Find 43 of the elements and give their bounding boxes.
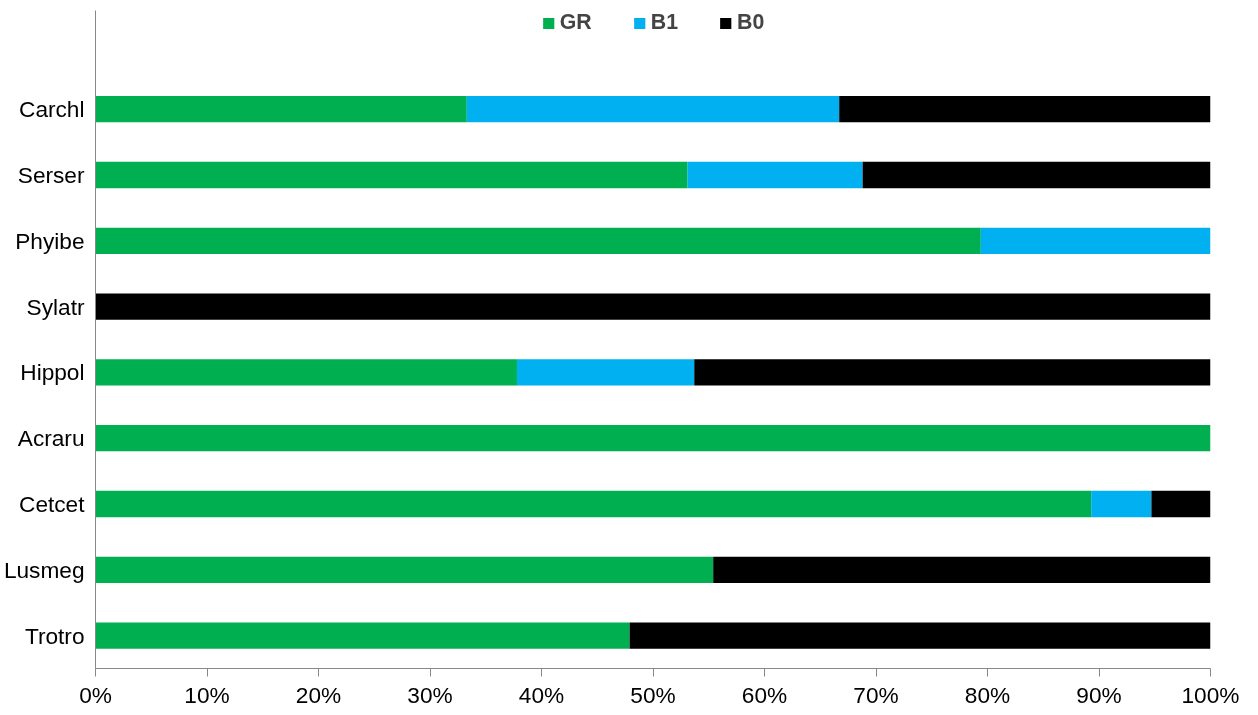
bar [980,227,1211,254]
bar [694,359,1211,386]
bar [839,96,1211,123]
bar [95,227,981,254]
bar [1091,490,1152,518]
x-tick-label: 20% [295,681,342,708]
y-tick-label: Trotro [24,622,85,649]
y-tick-label: Lusmeg [3,556,85,583]
y-tick-label: Sylatr [26,293,85,320]
bar [95,359,517,386]
bar [95,161,688,189]
x-tick-label: 50% [630,681,676,708]
x-tick-label: 70% [853,681,899,708]
bar [862,161,1211,189]
bar [466,96,840,123]
legend-label: B1 [650,10,678,35]
y-tick-label: Acraru [17,425,85,452]
x-tick-label: 60% [741,681,788,708]
bar [95,556,714,583]
legend-label: GR [559,10,592,35]
bar [629,622,1211,649]
x-tick-label: 10% [184,681,230,708]
bar [516,359,695,386]
x-tick-label: 40% [518,681,565,708]
bar [95,96,467,123]
bar [713,556,1211,583]
bar [95,622,630,649]
x-tick-label: 0% [79,681,112,708]
x-tick-label: 30% [407,681,453,708]
x-tick-label: 90% [1076,681,1122,708]
bar [1151,490,1211,518]
y-tick-label: Serser [17,162,85,188]
bar [95,425,1211,452]
y-tick-label: Hippol [20,359,85,386]
bar [95,490,1092,518]
x-tick-label: 80% [964,681,1011,708]
y-tick-label: Carchl [19,96,85,123]
bar [95,293,1211,320]
y-tick-label: Phyibe [15,227,85,254]
legend-label: B0 [737,10,765,35]
y-tick-label: Cetcet [19,491,86,517]
bar [687,161,863,189]
x-tick-label: 100% [1181,681,1240,708]
